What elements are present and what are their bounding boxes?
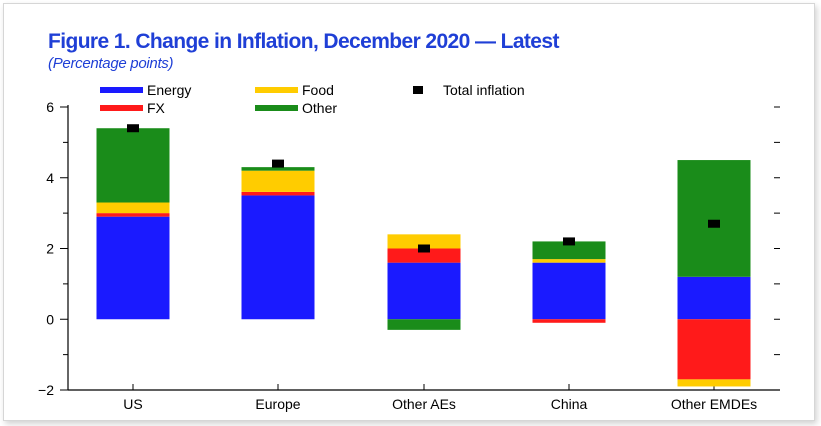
bar-food [387,234,461,249]
legend-label-other: Other [302,100,337,116]
chart-title: Figure 1. Change in Inflation, December … [48,30,559,53]
legend-label-fx: FX [147,100,166,116]
legend-label-total-inflation: Total inflation [443,82,525,98]
bar-fx [387,248,461,263]
legend-swatch-total-inflation [413,86,423,94]
bar-other [532,241,606,260]
bar-food [241,170,315,192]
bar-other [96,128,170,203]
legend-swatch-fx [100,105,143,111]
bar-energy [532,262,606,320]
x-tick-label: US [123,396,142,412]
total-inflation-marker [563,237,575,246]
legend-label-food: Food [302,82,334,98]
total-inflation-marker [708,219,720,228]
total-inflation-marker [418,244,430,253]
legend-swatch-food [255,87,298,93]
x-tick-label: Europe [255,396,300,412]
legend-label-energy: Energy [147,82,191,98]
x-tick-label: Other AEs [392,396,456,412]
bar-fx [96,213,170,217]
y-tick-label: −2 [38,382,54,398]
legend-swatch-other [255,105,298,111]
bar-fx [241,191,315,196]
bar-other [387,319,461,330]
bar-energy [677,276,751,320]
bar-energy [96,216,170,320]
bar-fx [532,319,606,323]
bar-food [96,202,170,214]
bar-fx [677,319,751,380]
total-inflation-marker [272,159,284,168]
y-tick-label: 2 [46,241,54,257]
y-tick-label: 4 [46,170,54,186]
bar-other [677,160,751,277]
chart-subtitle: (Percentage points) [48,55,174,72]
bar-energy [241,195,315,320]
x-tick-label: Other EMDEs [671,396,757,412]
bar-energy [387,262,461,320]
y-tick-label: 0 [46,311,54,327]
bar-food [677,379,751,387]
x-tick-label: China [551,396,588,412]
bar-other [241,167,315,171]
total-inflation-marker [127,124,139,133]
legend-swatch-energy [100,87,143,93]
y-tick-label: 6 [46,99,54,115]
bar-food [532,259,606,263]
